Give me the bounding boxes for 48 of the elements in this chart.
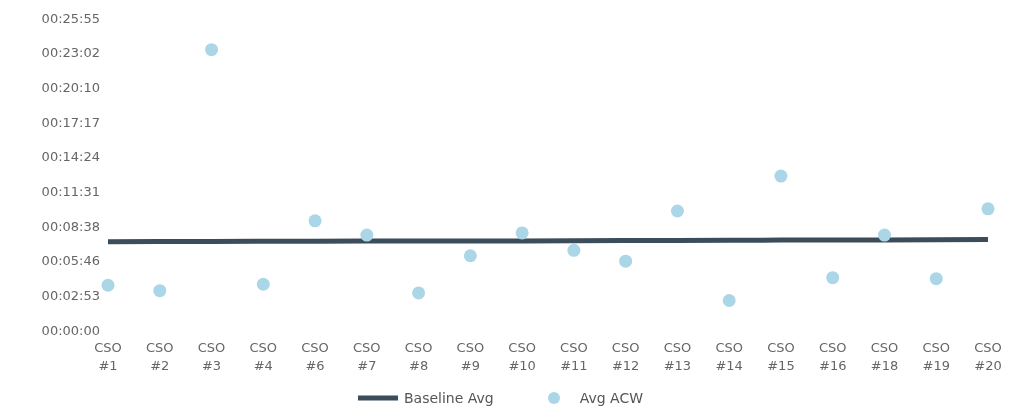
point (308, 214, 322, 228)
point (101, 278, 115, 292)
point (463, 249, 477, 263)
y-tick-label: 00:00:00 (41, 322, 100, 338)
x-tick-label: CSO #4 (249, 340, 278, 373)
x-tick-label: CSO #2 (145, 340, 174, 373)
y-tick-label: 00:20:10 (41, 79, 100, 95)
x-tick-label: CSO #8 (404, 340, 433, 373)
point (360, 228, 374, 242)
y-tick-label: 00:05:46 (41, 253, 100, 269)
x-tick-label: CSO #10 (508, 340, 536, 373)
y-tick-label: 00:23:02 (41, 45, 100, 61)
x-tick-label: CSO #15 (767, 340, 795, 373)
x-tick-label: CSO #3 (197, 340, 226, 373)
point (619, 254, 633, 268)
x-tick-label: CSO #20 (974, 340, 1002, 373)
point (515, 226, 529, 240)
x-tick-label: CSO #19 (922, 340, 951, 373)
point (412, 286, 426, 300)
x-tick-label: CSO #7 (353, 340, 381, 373)
x-tick-label: CSO #16 (818, 340, 847, 373)
point (722, 294, 736, 308)
x-tick-label: CSO #13 (663, 340, 692, 373)
point (929, 272, 943, 286)
legend-label: Baseline Avg (402, 390, 494, 406)
point (670, 204, 684, 218)
point (205, 43, 219, 57)
x-tick-label: CSO #12 (611, 340, 640, 373)
x-tick-label: CSO #1 (94, 340, 122, 373)
x-tick-label: CSO #6 (301, 340, 329, 373)
y-tick-label: 00:08:38 (41, 218, 100, 234)
x-tick-label: CSO #14 (715, 340, 743, 373)
point (567, 243, 581, 257)
point (877, 228, 891, 242)
legend-label: Avg ACW (578, 390, 644, 406)
y-tick-label: 00:14:24 (41, 149, 100, 165)
x-tick-label: CSO #11 (560, 340, 588, 373)
point (981, 202, 995, 216)
x-tick-label: CSO #18 (870, 340, 899, 373)
point (774, 169, 788, 183)
y-tick-label: 00:25:55 (41, 10, 100, 26)
point (153, 284, 167, 298)
point (826, 271, 840, 285)
point (256, 277, 270, 291)
y-tick-label: 00:02:53 (41, 287, 100, 303)
y-tick-label: 00:17:17 (41, 114, 100, 130)
y-tick-label: 00:11:31 (41, 183, 100, 199)
x-tick-label: CSO #9 (456, 340, 485, 373)
